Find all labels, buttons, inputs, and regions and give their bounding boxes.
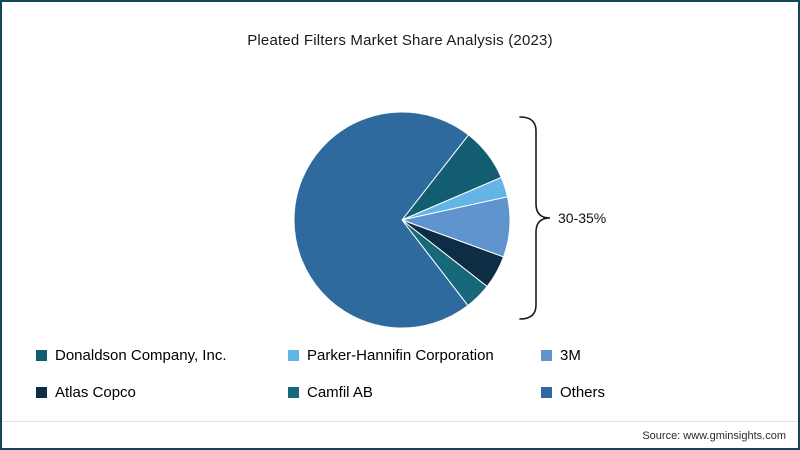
legend-item-3m: 3M bbox=[541, 347, 798, 364]
legend-item-donaldson: Donaldson Company, Inc. bbox=[36, 347, 288, 364]
legend-marker bbox=[541, 350, 552, 361]
legend-label: Others bbox=[560, 384, 606, 401]
pie-slice bbox=[293, 111, 470, 329]
legend-label: Camfil AB bbox=[307, 384, 373, 401]
legend-item-camfil: Camfil AB bbox=[288, 384, 541, 401]
legend-marker bbox=[288, 350, 299, 361]
legend-marker bbox=[541, 387, 552, 398]
legend-label: Donaldson Company, Inc. bbox=[55, 347, 227, 364]
source-text: Source: www.gminsights.com bbox=[642, 430, 786, 442]
legend: Donaldson Company, Inc. Parker-Hannifin … bbox=[2, 347, 798, 401]
chart-title: Pleated Filters Market Share Analysis (2… bbox=[247, 32, 553, 49]
brace-shape bbox=[519, 116, 551, 320]
legend-item-others: Others bbox=[541, 384, 798, 401]
pie-chart bbox=[293, 111, 511, 329]
footer-divider bbox=[2, 421, 798, 422]
legend-marker bbox=[36, 387, 47, 398]
bracket-annotation bbox=[519, 116, 551, 320]
bracket-label: 30-35% bbox=[558, 210, 607, 226]
legend-item-parker-hannifin: Parker-Hannifin Corporation bbox=[288, 347, 541, 364]
legend-item-atlas-copco: Atlas Copco bbox=[36, 384, 288, 401]
legend-marker bbox=[36, 350, 47, 361]
legend-marker bbox=[288, 387, 299, 398]
legend-label: Atlas Copco bbox=[55, 384, 136, 401]
legend-label: 3M bbox=[560, 347, 581, 364]
legend-label: Parker-Hannifin Corporation bbox=[307, 347, 494, 364]
